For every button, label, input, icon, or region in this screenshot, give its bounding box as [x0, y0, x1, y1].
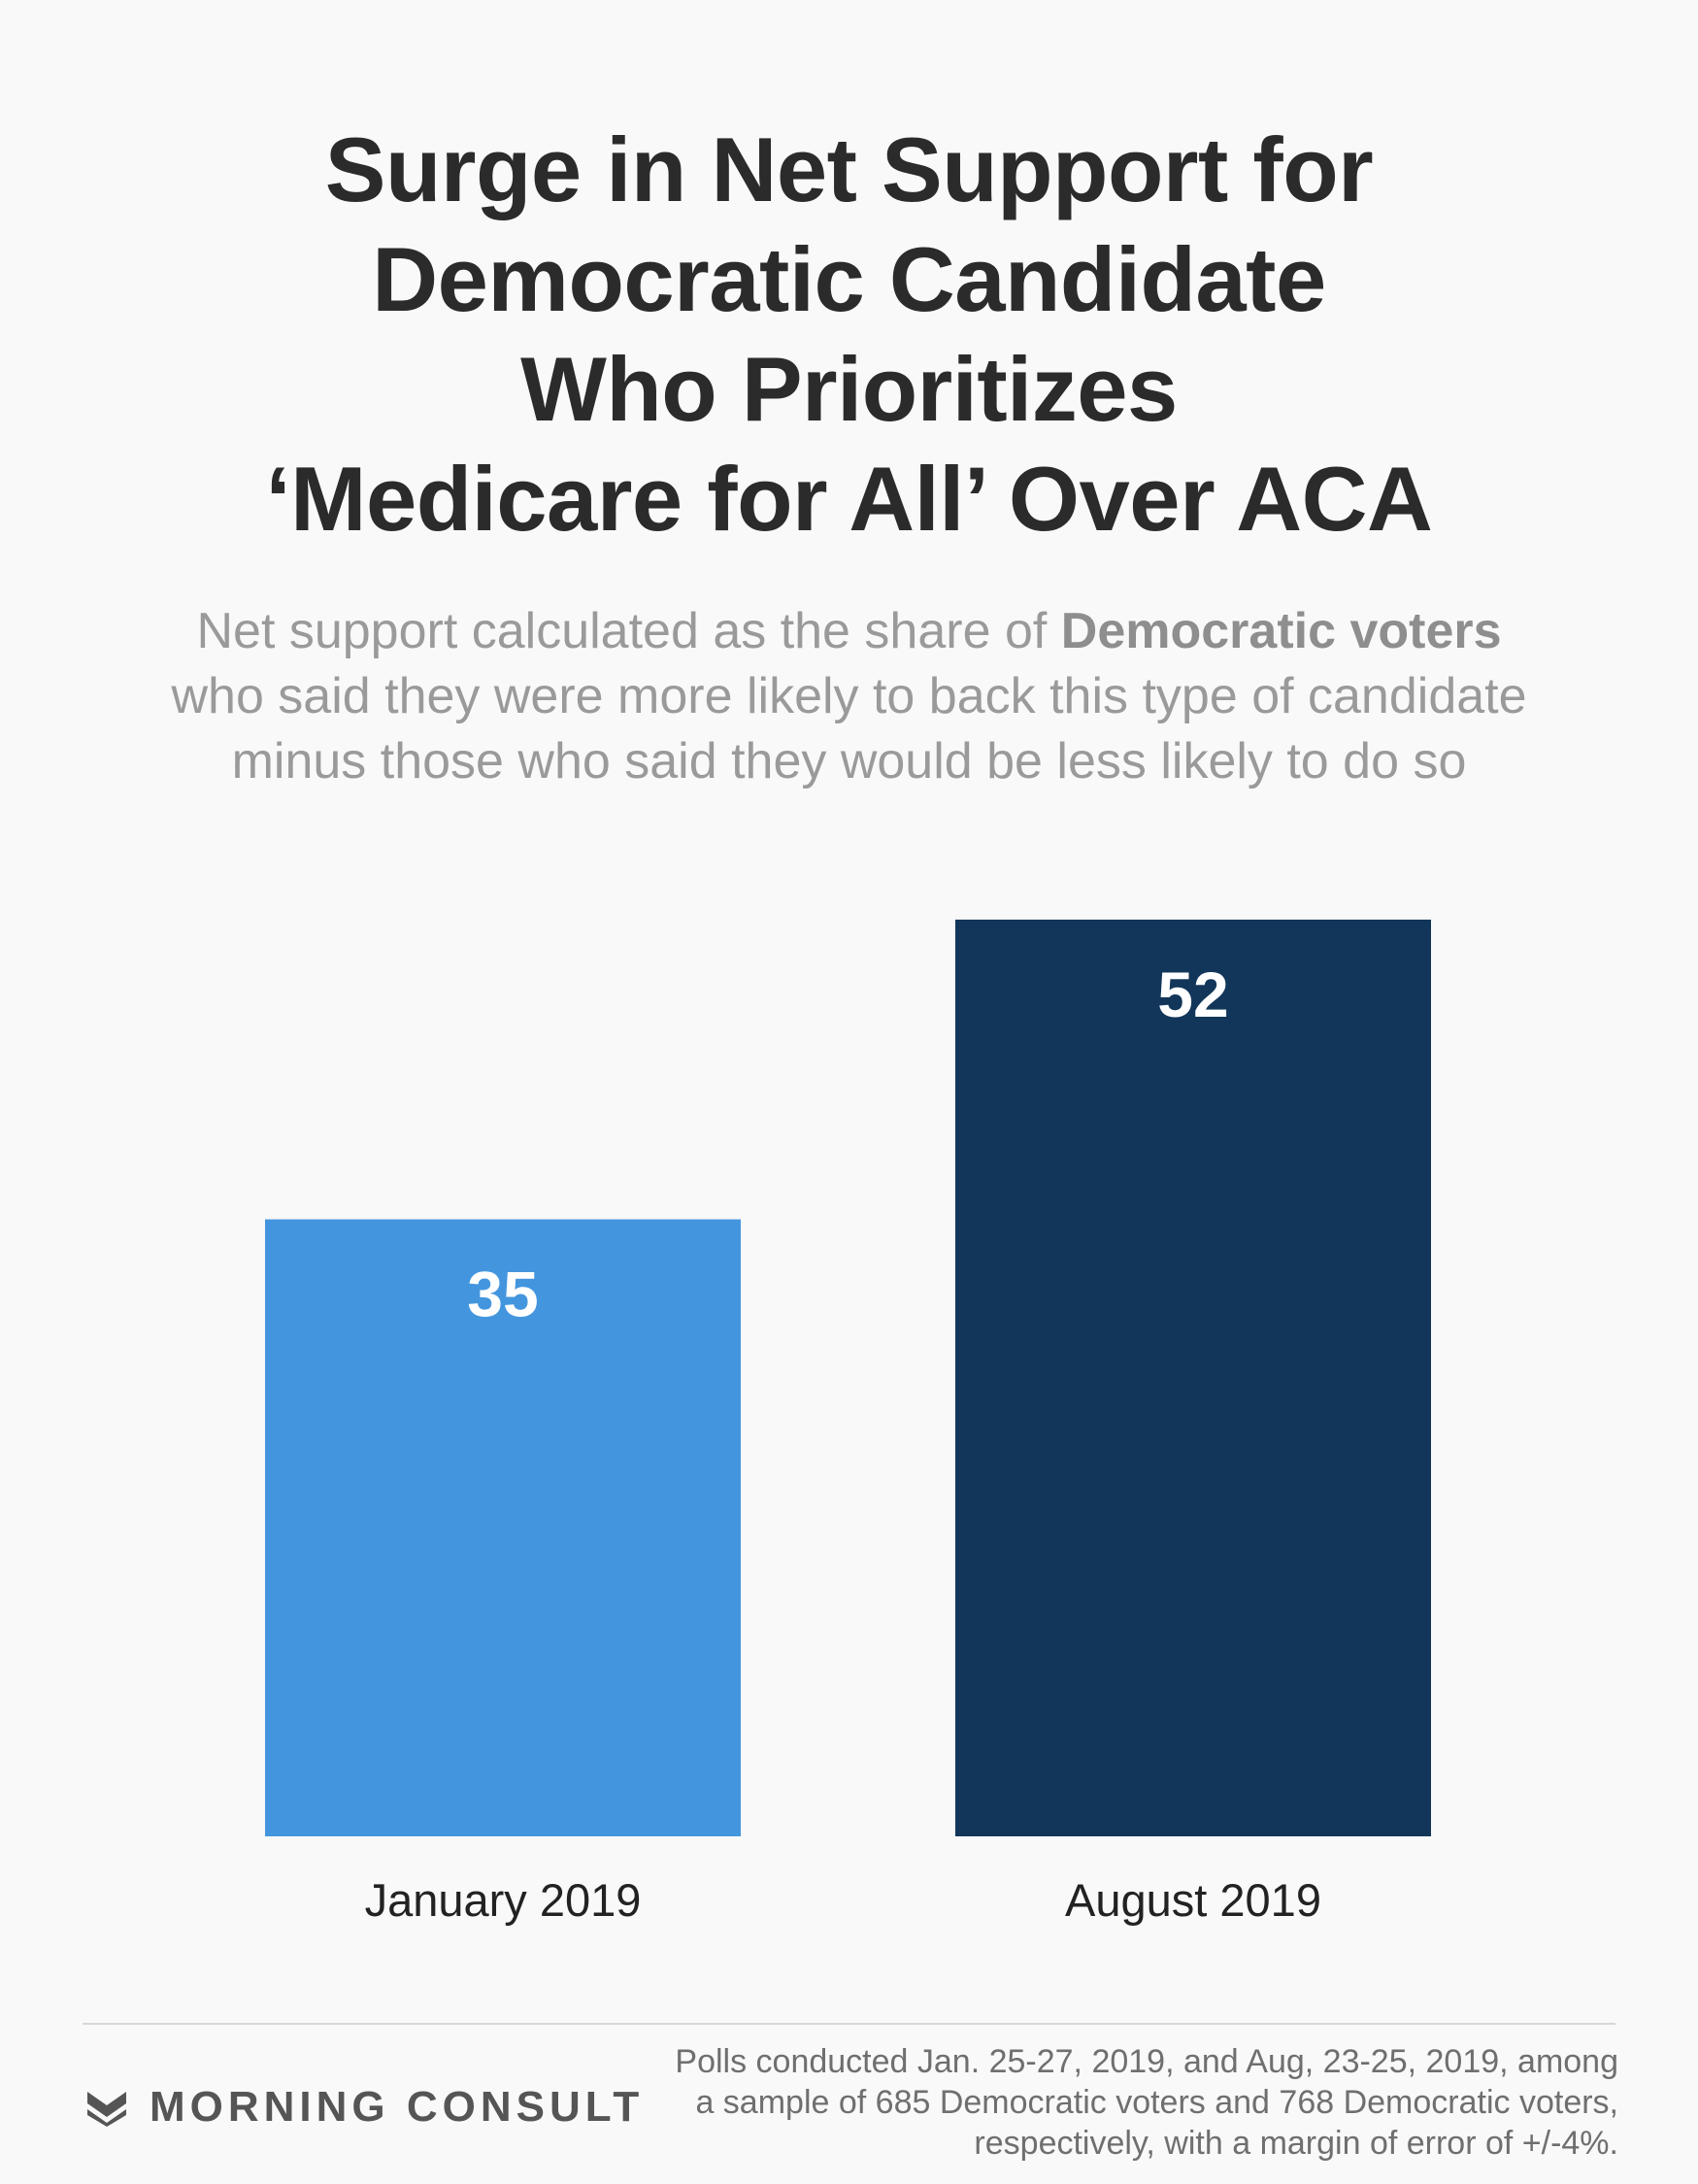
- footnote-line-1: Polls conducted Jan. 25-27, 2019, and Au…: [675, 2043, 1618, 2080]
- footnote: Polls conducted Jan. 25-27, 2019, and Au…: [550, 2041, 1618, 2164]
- footnote-line-2: a sample of 685 Democratic voters and 76…: [695, 2084, 1618, 2121]
- bar-2: [955, 920, 1431, 1836]
- chart-subtitle: Net support calculated as the share of D…: [58, 599, 1640, 794]
- brand-logo: MORNING CONSULT: [85, 2078, 644, 2136]
- title-line-3: Who Prioritizes: [520, 338, 1178, 440]
- subtitle-line-3: minus those who said they would be less …: [231, 733, 1467, 790]
- title-line-1: Surge in Net Support for: [324, 118, 1374, 220]
- title-line-2: Democratic Candidate: [372, 228, 1326, 330]
- footer-divider: [83, 2023, 1615, 2025]
- category-label-1: January 2019: [365, 1874, 642, 1926]
- title-line-4: ‘Medicare for All’ Over ACA: [265, 448, 1433, 550]
- footnote-line-3: respectively, with a margin of error of …: [974, 2125, 1618, 2162]
- bar-value-label-1: 35: [467, 1259, 538, 1330]
- chart-title: Surge in Net Support for Democratic Cand…: [97, 115, 1601, 554]
- subtitle-line-1: Net support calculated as the share of D…: [58, 599, 1640, 664]
- bar-value-label-2: 52: [1157, 958, 1228, 1030]
- subtitle-line-2: who said they were more likely to back t…: [171, 668, 1527, 724]
- category-label-2: August 2019: [1065, 1874, 1321, 1926]
- subtitle-line-1-text: Net support calculated as the share of: [196, 603, 1061, 659]
- brand-name: MORNING CONSULT: [150, 2083, 645, 2131]
- bar-1: [265, 1219, 741, 1836]
- subtitle-emphasis: Democratic voters: [1060, 603, 1502, 659]
- morning-consult-chevron-icon: [87, 2092, 126, 2127]
